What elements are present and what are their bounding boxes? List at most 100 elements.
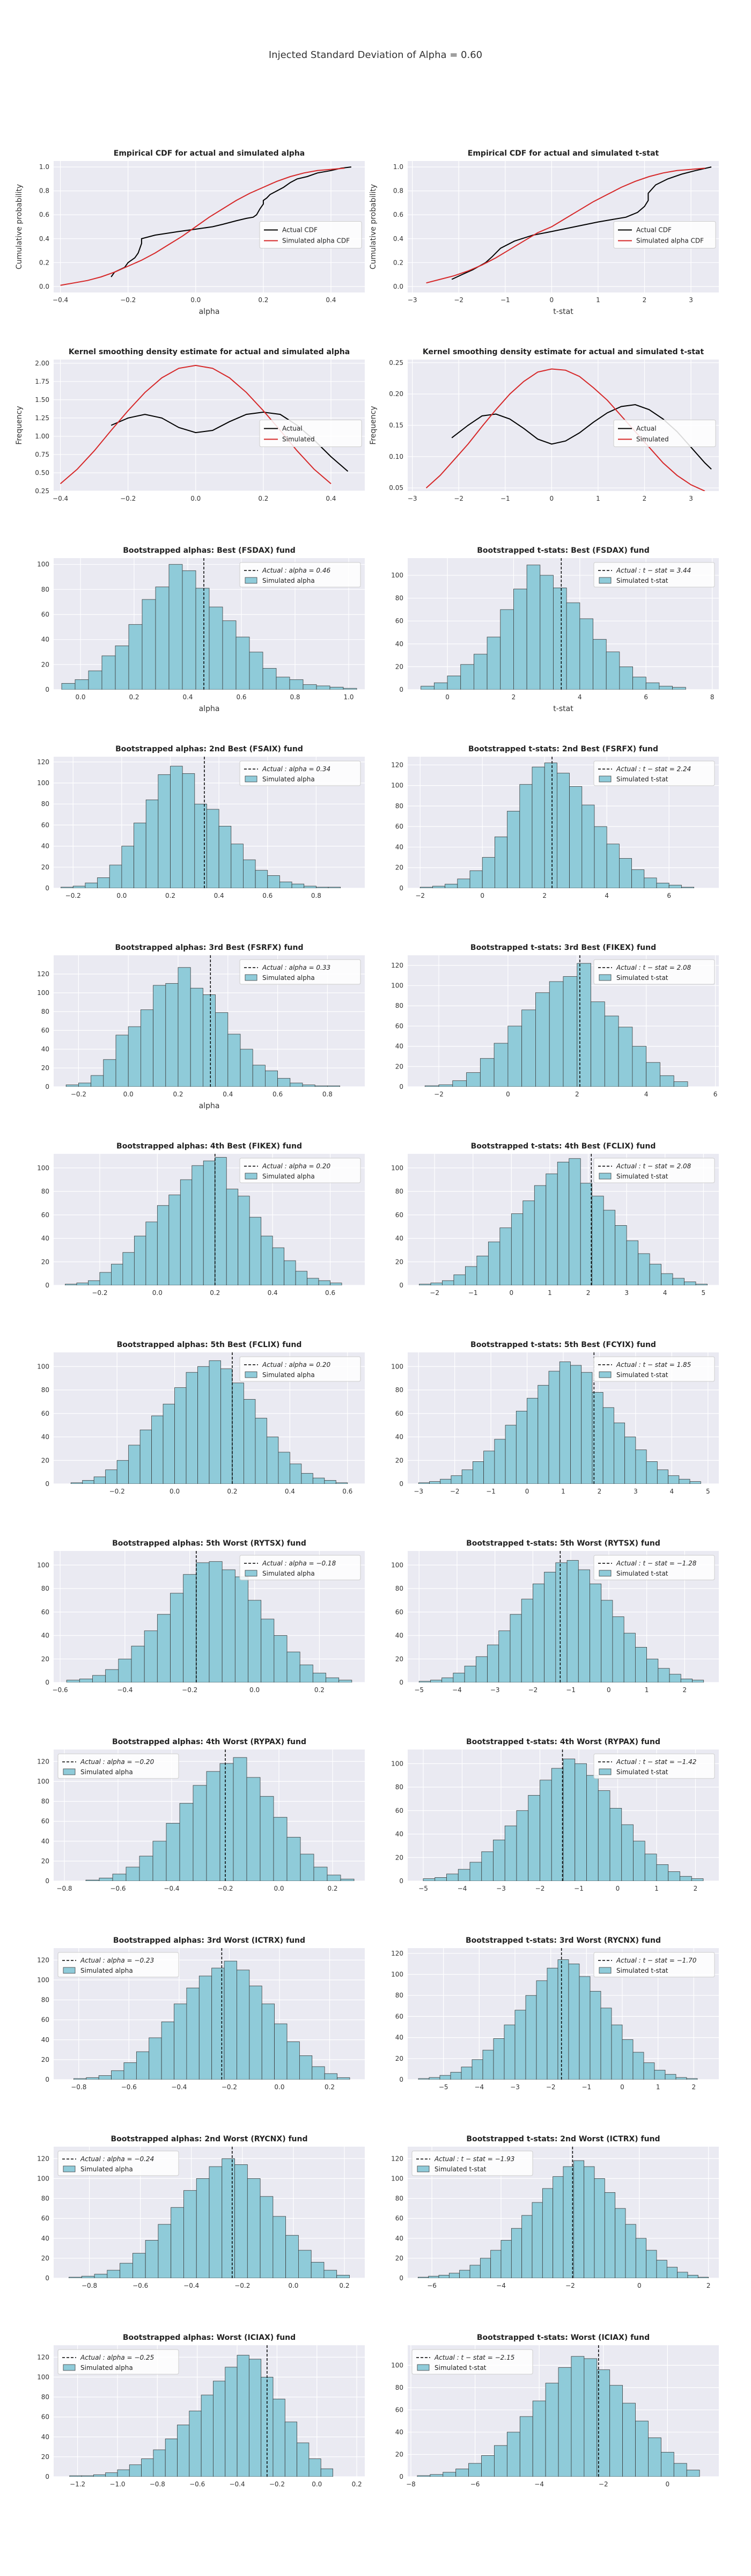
histogram-bar [540, 1780, 552, 1881]
y-tick-label: 0.25 [35, 487, 49, 495]
histogram-bar [218, 825, 232, 888]
histogram-bar [469, 870, 483, 888]
histogram-bar [276, 677, 290, 690]
y-tick-label: 20 [395, 663, 403, 670]
y-tick-label: 0 [399, 1480, 403, 1488]
histogram-bar [679, 1479, 690, 1484]
histogram-bar [286, 1651, 300, 1682]
histogram-bar [237, 1970, 250, 2080]
plot-marks [69, 2147, 350, 2278]
legend: Actual Simulated [613, 420, 716, 447]
histogram-bar [672, 687, 686, 690]
histogram-bar [142, 599, 156, 690]
histogram-bar [646, 1062, 660, 1087]
histogram-bar [105, 1669, 119, 1682]
histogram-bar [324, 2073, 337, 2080]
x-tick-label: −8 [406, 2480, 416, 2488]
y-tick-label: 20 [395, 1457, 403, 1464]
histogram-bar [569, 786, 583, 888]
histogram-bar [551, 1768, 564, 1881]
y-tick-label: 100 [37, 1976, 49, 1984]
legend: Actual : t − stat = 3.44 Simulated t-stat [593, 562, 715, 588]
y-tick-label: 40 [41, 843, 49, 850]
plot-marks [61, 558, 357, 690]
y-tick-label: 0 [45, 2274, 49, 2282]
histogram-bar [602, 1407, 614, 1484]
x-tick-label: 2 [692, 2083, 696, 2091]
histogram-bar [264, 1070, 278, 1087]
y-tick-label: 0 [45, 1480, 49, 1488]
legend: Actual Simulated [259, 420, 362, 447]
x-tick-label: 0.6 [325, 1289, 335, 1297]
y-tick-label: 80 [41, 2394, 49, 2401]
histogram-bar [483, 1451, 495, 1484]
histogram-bar [327, 1085, 341, 1087]
histogram-bar [112, 1874, 127, 1881]
legend: Actual : alpha = 0.20 Simulated alpha [239, 1356, 361, 1382]
chart-20: −5 −4 −3 −2 −1 0 1 2020406080100120Bootstrapped… [391, 1936, 719, 2091]
histogram-bar [238, 1196, 250, 1285]
x-tick-label: 0.0 [312, 2480, 322, 2488]
histogram-bar [557, 773, 570, 888]
x-tick-label: −0.2 [269, 2480, 285, 2488]
histogram-bar [136, 2051, 150, 2080]
histogram-bar [338, 1680, 352, 1682]
legend-box [593, 1555, 715, 1580]
y-tick-label: 80 [41, 800, 49, 808]
x-tick-label: −1 [566, 1686, 576, 1694]
legend-swatch-simulated [599, 577, 612, 584]
histogram-bar [631, 869, 645, 888]
histogram-bar [513, 589, 527, 690]
histogram-bar [81, 2475, 94, 2477]
x-tick-label: 0.2 [258, 296, 268, 304]
histogram-bar [672, 1278, 684, 1285]
histogram-bar [234, 2164, 248, 2278]
histogram-bar [432, 885, 446, 888]
y-tick-label: 40 [41, 1235, 49, 1242]
x-tick-label: −0.2 [234, 2282, 250, 2289]
histogram-bar [532, 766, 545, 888]
histogram-bar [423, 1878, 436, 1881]
x-tick-label: −6 [470, 2480, 480, 2488]
x-axis-label: alpha [199, 1102, 220, 1110]
x-tick-label: 2 [683, 1686, 687, 1694]
histogram-bar [128, 1026, 141, 1087]
x-tick-label: 0.0 [123, 1091, 134, 1098]
x-tick-label: 8 [710, 693, 715, 701]
x-tick-label: 0.8 [311, 892, 321, 899]
x-tick-label: −0.6 [132, 2282, 148, 2289]
y-tick-label: 0.0 [393, 283, 403, 290]
x-tick-label: −0.8 [150, 2480, 165, 2488]
legend-swatch-simulated [245, 1371, 257, 1378]
legend-label: Simulated [636, 436, 669, 443]
histogram-bar [615, 1225, 627, 1285]
histogram-bar [544, 1571, 556, 1682]
histogram-bar [248, 2359, 262, 2477]
x-tick-label: 0.2 [165, 892, 175, 899]
histogram-bar [153, 985, 166, 1087]
histogram-bar [182, 773, 195, 888]
histogram-bar [69, 2475, 82, 2477]
histogram-bar [635, 2238, 647, 2278]
x-tick-label: −0.8 [56, 1885, 72, 1892]
histogram-bar [115, 1035, 129, 1087]
y-tick-label: 60 [395, 2406, 403, 2413]
y-tick-label: 40 [41, 1045, 49, 1053]
histogram-bar [69, 2277, 82, 2278]
histogram-bar [450, 2072, 462, 2080]
legend: Actual : alpha = −0.20 Simulated alpha [57, 1753, 179, 1779]
histogram-bar [584, 2358, 598, 2477]
histogram-bar [198, 1975, 212, 2080]
y-tick-label: 100 [391, 2175, 403, 2182]
histogram-bar [315, 887, 329, 888]
chart-2: −3 −2 −1 0 1 2 3 0.0 0.2 0.4 0.6 0.8 1.0 Empirical CD… [369, 149, 719, 316]
y-tick-label: 20 [41, 863, 49, 871]
y-tick-label: 40 [395, 2428, 403, 2436]
x-tick-label: −3 [408, 296, 417, 304]
histogram-bar [476, 1255, 489, 1285]
figure-suptitle: Injected Standard Deviation of Alpha = 0… [269, 49, 482, 61]
histogram-bar [646, 1658, 659, 1682]
histogram-bar [638, 1253, 650, 1285]
